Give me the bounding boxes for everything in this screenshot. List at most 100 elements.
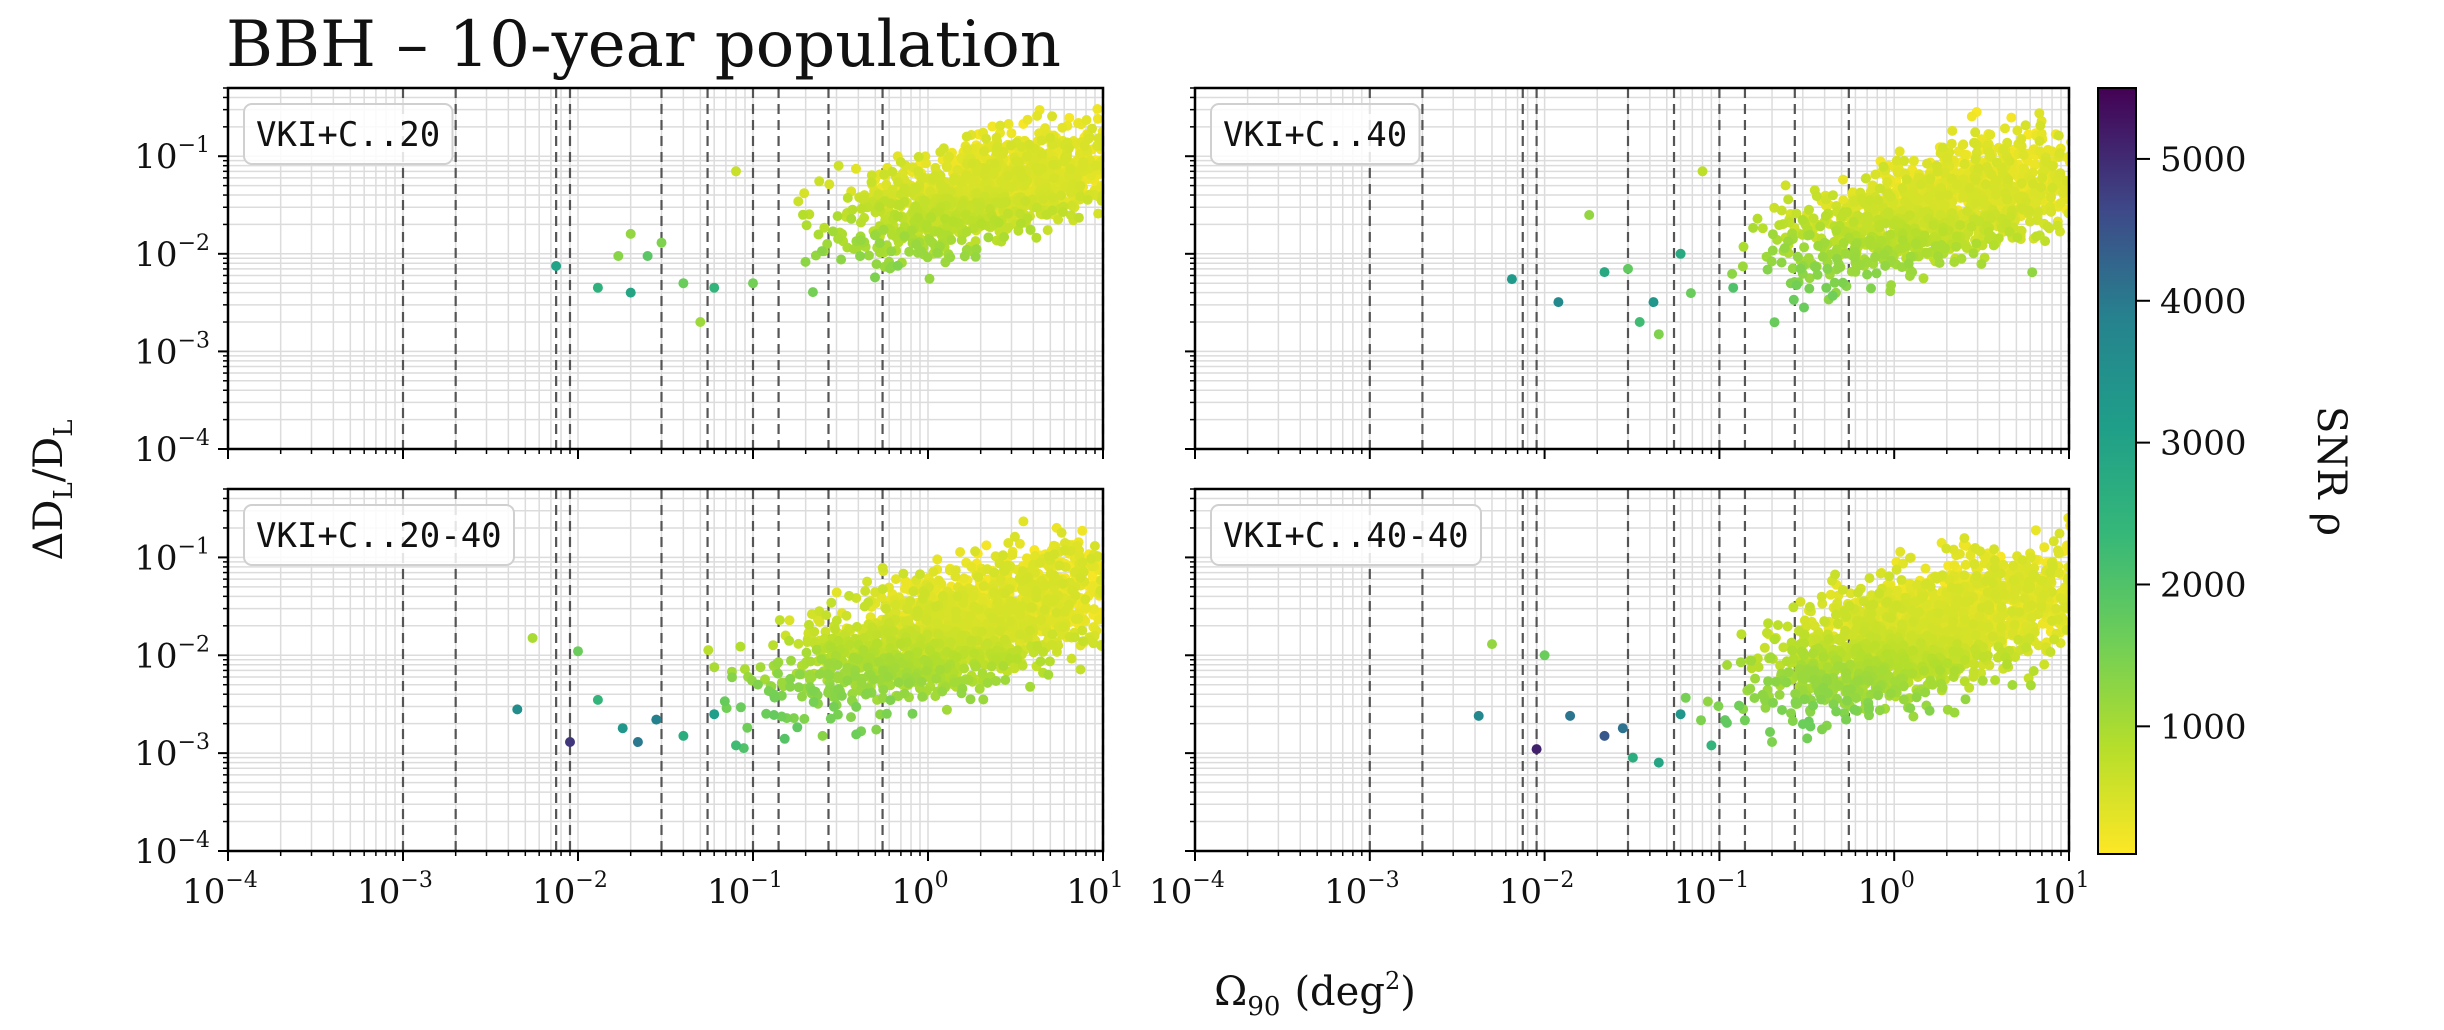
- data-point: [1113, 180, 1123, 190]
- data-point: [945, 637, 956, 648]
- data-point: [2055, 198, 2066, 209]
- data-point: [992, 597, 1003, 607]
- data-point: [1106, 551, 1116, 561]
- data-point: [2016, 134, 2027, 144]
- data-point: [920, 196, 931, 207]
- data-point: [1903, 258, 1914, 269]
- data-point: [881, 603, 892, 614]
- data-point: [913, 151, 924, 162]
- data-point: [1077, 557, 1088, 568]
- data-point: [1812, 269, 1823, 280]
- data-point: [855, 235, 866, 246]
- data-point-outlier: [1675, 248, 1686, 259]
- data-point: [1925, 173, 1936, 184]
- data-point: [1131, 550, 1141, 560]
- data-point: [851, 621, 862, 632]
- data-point: [983, 232, 994, 243]
- data-point: [1980, 179, 1991, 190]
- data-point: [1116, 561, 1126, 571]
- data-point: [2057, 187, 2068, 198]
- data-point: [768, 640, 779, 651]
- data-point: [1041, 209, 1052, 220]
- data-point: [2012, 232, 2023, 243]
- data-point: [2070, 174, 2080, 184]
- data-point: [846, 213, 857, 224]
- data-point: [2012, 125, 2023, 136]
- data-point: [1014, 629, 1025, 640]
- data-point-outlier: [709, 282, 720, 293]
- data-point: [978, 581, 989, 592]
- data-point: [1003, 170, 1013, 181]
- data-point: [1894, 146, 1905, 157]
- data-point-outlier: [1599, 267, 1610, 278]
- data-point: [878, 224, 889, 235]
- data-point: [831, 587, 842, 598]
- data-point: [2075, 149, 2085, 159]
- data-point: [1108, 130, 1118, 140]
- data-point: [992, 141, 1003, 152]
- data-point: [882, 627, 893, 638]
- data-point: [1779, 243, 1790, 254]
- data-point: [1138, 587, 1148, 597]
- data-point: [1128, 159, 1138, 169]
- data-point: [1991, 157, 2002, 168]
- data-point: [1126, 179, 1136, 189]
- data-point: [2063, 208, 2069, 219]
- data-point: [1788, 294, 1799, 305]
- data-point: [1047, 629, 1058, 640]
- data-point: [1012, 653, 1023, 664]
- data-point: [930, 601, 941, 612]
- data-point: [1838, 238, 1849, 248]
- data-point: [869, 230, 880, 241]
- data-point: [1937, 226, 1948, 237]
- data-point: [2071, 190, 2081, 200]
- data-point: [1908, 155, 1919, 166]
- data-point: [1804, 204, 1814, 215]
- data-point: [1009, 531, 1020, 542]
- data-point: [1150, 544, 1160, 554]
- data-point: [1020, 196, 1031, 207]
- data-point: [863, 250, 874, 261]
- data-point: [1105, 180, 1115, 190]
- data-point: [973, 604, 984, 615]
- data-point: [851, 163, 861, 174]
- data-point: [952, 591, 963, 602]
- data-point: [912, 213, 923, 224]
- data-point: [844, 590, 855, 601]
- data-point: [1150, 536, 1160, 546]
- data-point: [2088, 110, 2098, 120]
- data-point: [2066, 137, 2069, 147]
- data-point: [1120, 597, 1130, 607]
- data-point: [1878, 161, 1889, 172]
- data-point: [892, 260, 903, 271]
- data-point: [1036, 614, 1047, 625]
- data-point: [819, 222, 830, 233]
- data-point: [1968, 248, 1979, 259]
- data-point: [2071, 196, 2081, 206]
- data-point: [1133, 170, 1143, 180]
- data-point: [1109, 153, 1119, 163]
- data-point: [871, 629, 882, 640]
- data-point: [1003, 538, 1014, 548]
- data-point: [870, 272, 880, 283]
- data-point: [2076, 200, 2086, 210]
- data-point: [1159, 546, 1169, 556]
- data-point: [1121, 564, 1131, 574]
- data-point: [895, 157, 906, 167]
- data-point: [1146, 581, 1156, 591]
- data-point: [906, 225, 917, 236]
- data-point: [1081, 115, 1092, 125]
- data-point: [1064, 143, 1074, 154]
- data-point: [1942, 153, 1953, 164]
- data-point: [1078, 157, 1089, 168]
- data-point: [1810, 262, 1821, 273]
- data-point: [946, 234, 957, 245]
- data-point: [2013, 192, 2024, 203]
- data-point: [1049, 549, 1060, 560]
- data-point: [892, 211, 903, 222]
- data-point: [976, 218, 987, 229]
- data-point: [2004, 156, 2015, 166]
- data-point: [1048, 159, 1059, 170]
- data-point: [924, 273, 935, 284]
